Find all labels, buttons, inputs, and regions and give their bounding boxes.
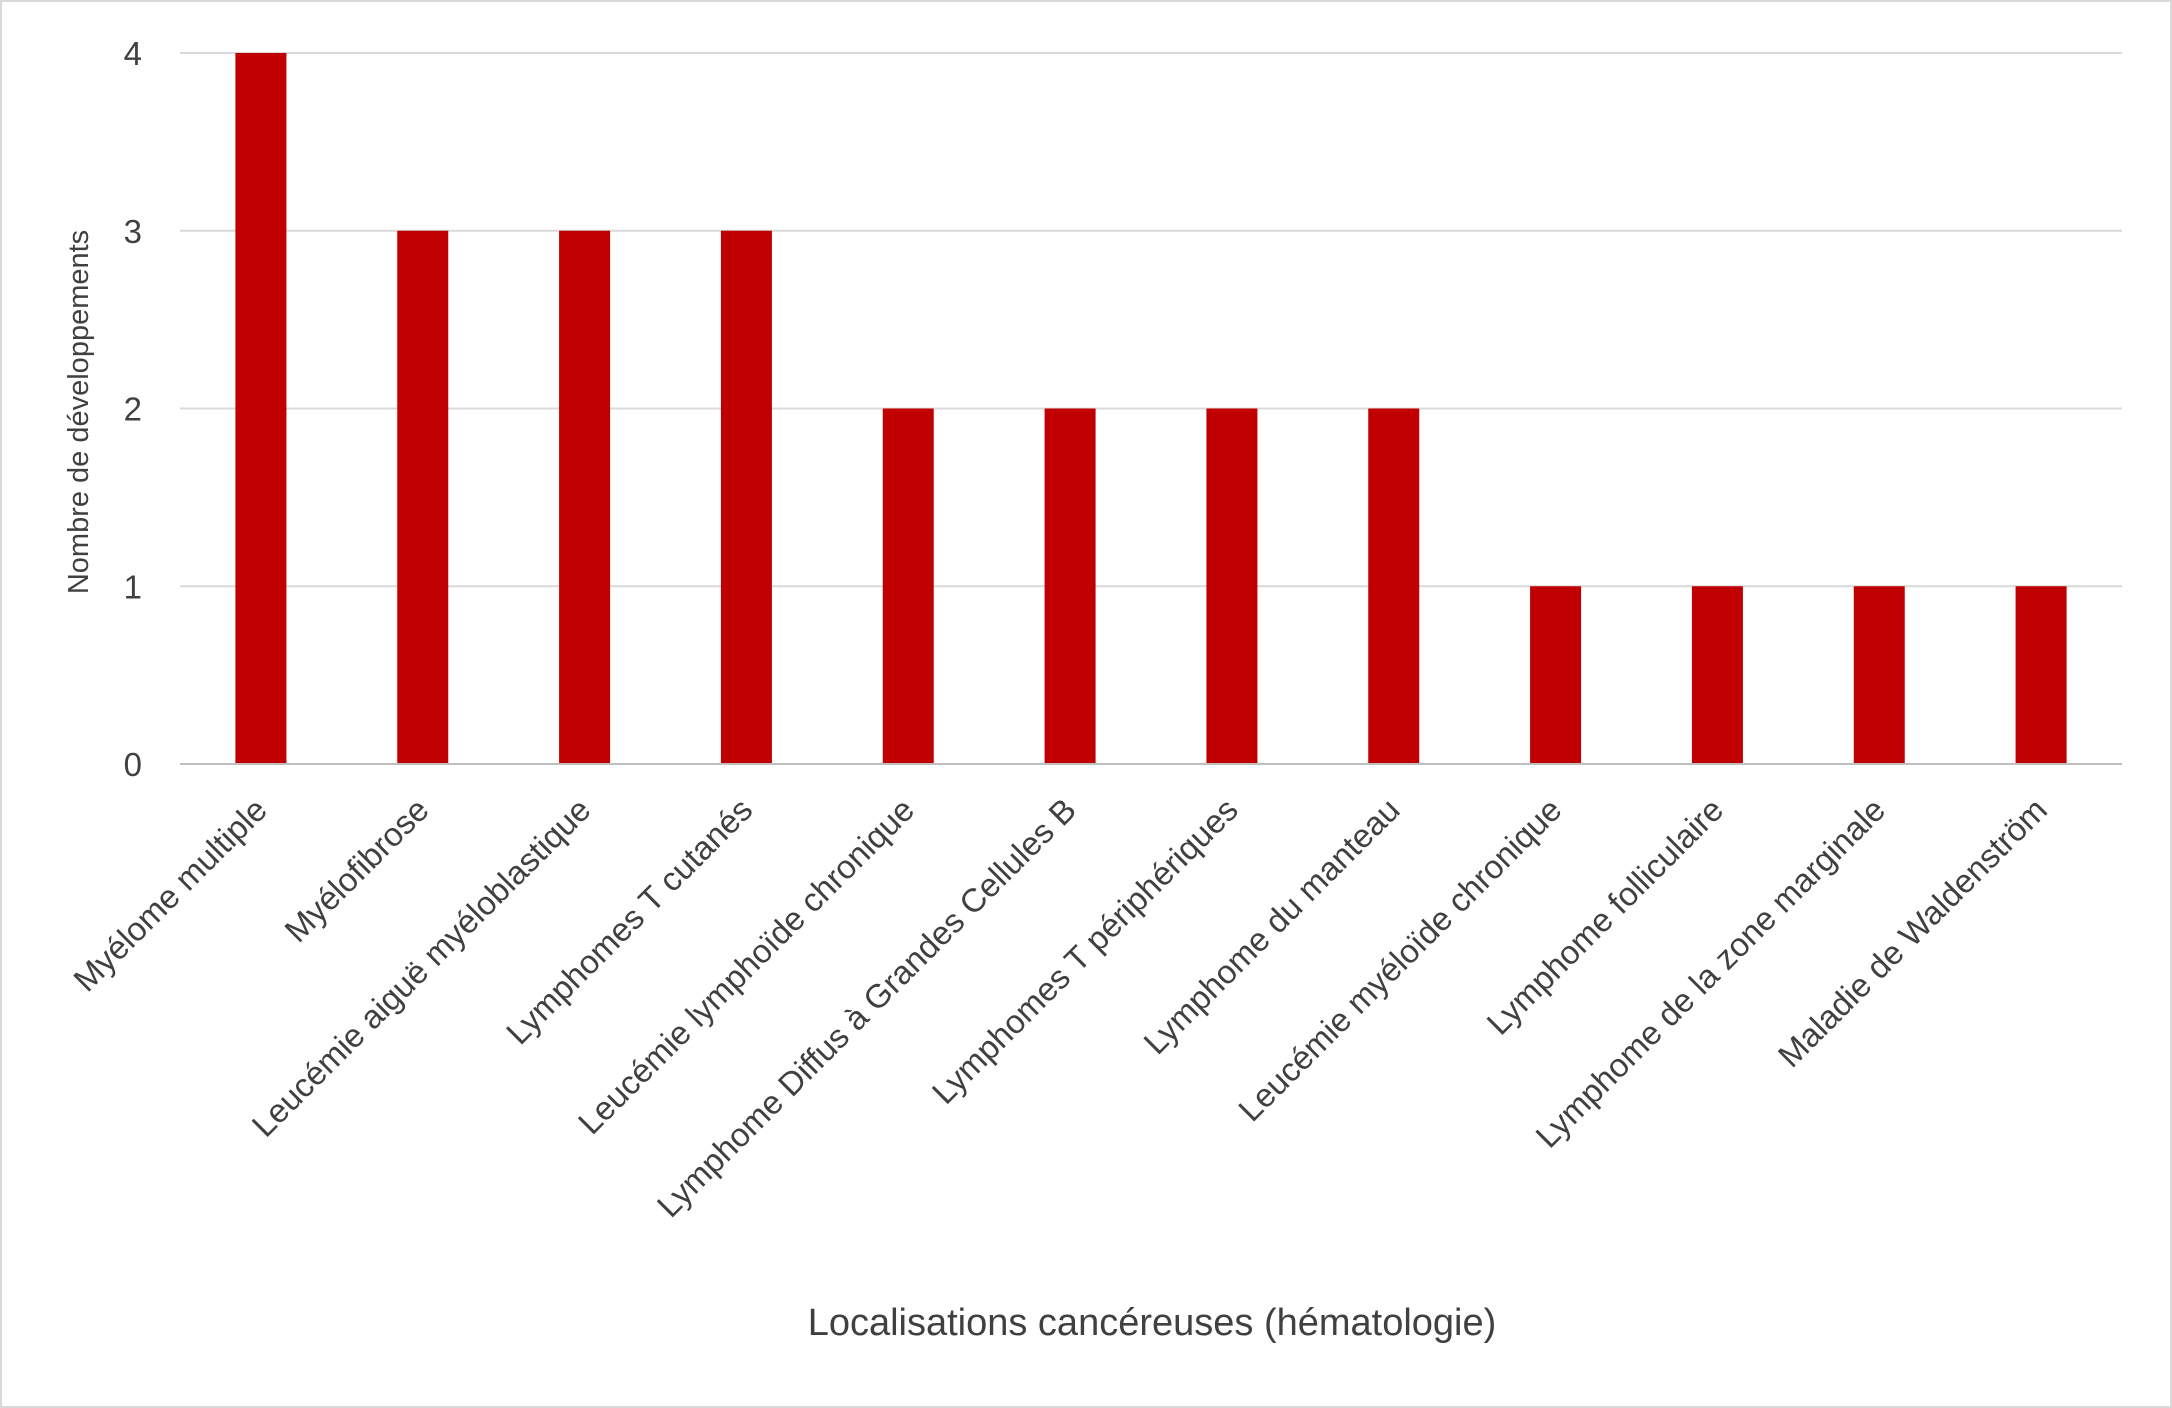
bar	[1044, 408, 1096, 764]
bar	[882, 408, 934, 764]
bar	[1368, 408, 1420, 764]
y-tick-label: 2	[124, 391, 142, 428]
bar	[720, 230, 772, 764]
x-tick-label: Myélofibrose	[277, 791, 435, 949]
x-axis-title: Localisations cancéreuses (hématologie)	[808, 1302, 1497, 1344]
x-tick-label: Lymphomes T périphériques	[925, 791, 1245, 1111]
x-tick-label: Maladie de Waldenström	[1771, 791, 2054, 1074]
bar	[397, 230, 449, 764]
bar	[1691, 586, 1743, 764]
x-tick-label: Leucémie myéloïde chronique	[1231, 791, 1568, 1128]
bar	[1206, 408, 1258, 764]
y-tick-labels: 0 1 2 3 4	[124, 35, 142, 783]
bars	[235, 53, 2067, 764]
y-axis-title: Nombre de développements	[63, 230, 95, 594]
x-tick-label: Leucémie aiguë myéloblastique	[244, 791, 597, 1144]
bar	[559, 230, 611, 764]
bar	[235, 53, 287, 764]
bar	[1853, 586, 1905, 764]
y-tick-label: 4	[124, 35, 142, 72]
y-tick-label: 3	[124, 213, 142, 250]
y-tick-label: 1	[124, 568, 142, 605]
bar	[1530, 586, 1582, 764]
x-tick-label: Lymphome de la zone marginale	[1528, 791, 1892, 1155]
gridlines	[180, 52, 2122, 588]
x-tick-label: Myélome multiple	[66, 791, 274, 999]
y-tick-label: 0	[124, 746, 142, 783]
bar	[2015, 586, 2067, 764]
x-tick-label: Leucémie lymphoïde chronique	[571, 791, 921, 1141]
